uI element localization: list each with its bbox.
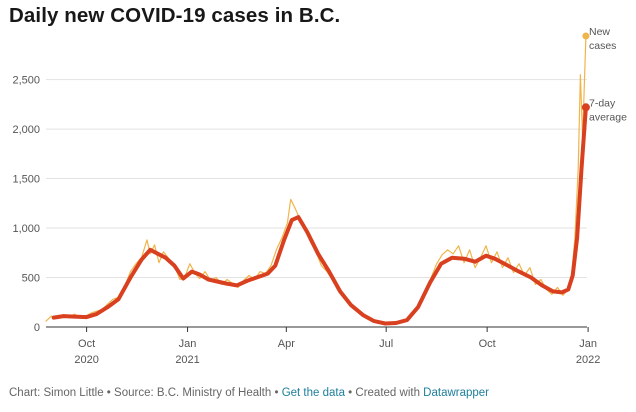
datawrapper-link[interactable]: Datawrapper [423,387,490,399]
x-tick-label: Jan [579,338,597,350]
chart-svg: 0 500 1,000 1,500 2,000 2,500 Oct 2020 Jan 2021 A… [12,26,627,366]
y-tick-label: 500 [22,273,40,285]
grid-layer [46,79,587,328]
annotation-layer: New cases 7-day average [589,26,627,123]
new-cases-endpoint [582,32,590,40]
chart-title: Daily new COVID-19 cases in B.C. [9,4,341,27]
y-tick-label: 0 [34,322,40,334]
footer-separator: • [271,387,282,399]
x-tick-label: Jul [379,338,393,350]
seven-day-average-label: average [589,111,627,123]
x-tick-label: Oct [78,338,95,350]
y-tick-label: 2,500 [12,75,40,87]
seven-day-average-line [51,105,588,326]
x-tick-year-label: 2021 [175,354,199,366]
x-tick-label: Oct [479,338,496,350]
new-cases-line [45,35,587,325]
new-cases-label: cases [589,40,616,52]
x-axis-ticks: Oct 2020 Jan 2021 Apr Jul Oct Jan 2022 [74,327,600,366]
chart-footer: Chart: Simon Little • Source: B.C. Minis… [9,387,489,399]
get-the-data-link[interactable]: Get the data [281,387,345,399]
x-tick-year-label: 2022 [576,354,600,366]
x-tick-label: Apr [278,338,295,350]
footer-separator: • [344,387,356,399]
seven-day-average-endpoint [581,103,590,112]
y-axis-ticks: 0 500 1,000 1,500 2,000 2,500 [12,75,40,334]
footer-source: Source: B.C. Ministry of Health [114,387,272,399]
series-layer [45,32,590,326]
y-tick-label: 1,500 [12,174,40,186]
footer-separator: • [103,387,115,399]
footer-author: Chart: Simon Little [9,387,104,399]
x-tick-year-label: 2020 [74,354,98,366]
seven-day-average-label: 7-day [589,97,616,109]
y-tick-label: 2,000 [12,124,40,136]
new-cases-label: New [589,26,610,38]
x-tick-label: Jan [179,338,197,350]
y-tick-label: 1,000 [12,223,40,235]
footer-created-with: Created with [355,387,420,399]
